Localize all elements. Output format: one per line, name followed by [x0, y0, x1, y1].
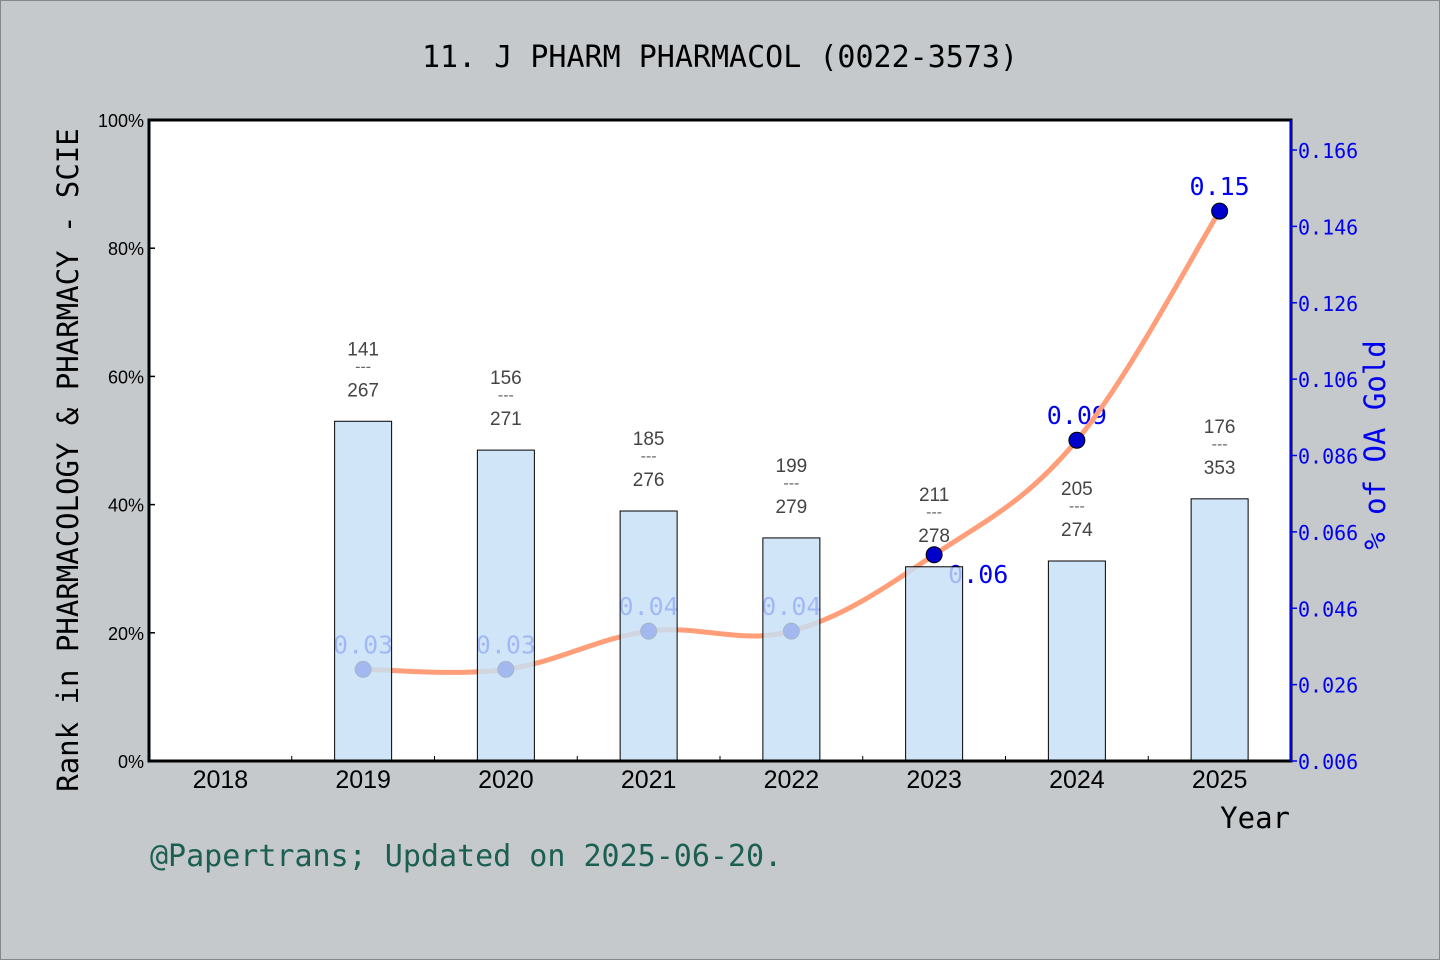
- right-tick-label: 0.046: [1298, 597, 1358, 621]
- oa-gold-point: [1068, 431, 1086, 449]
- x-tick-label: 2021: [621, 766, 677, 794]
- rank-label: 185: [633, 429, 665, 450]
- x-tick-label: 2022: [764, 766, 820, 794]
- total-label: 274: [1061, 520, 1093, 541]
- footer-credit: @Papertrans; Updated on 2025-06-20.: [150, 839, 782, 874]
- rank-bar: [619, 510, 678, 762]
- right-tick-label: 0.006: [1298, 750, 1358, 774]
- left-tick-label: 100%: [98, 111, 144, 131]
- oa-gold-point: [925, 546, 943, 564]
- rank-separator: ---: [783, 475, 799, 492]
- x-tick-label: 2019: [335, 766, 391, 794]
- left-tick-label: 20%: [108, 624, 144, 644]
- left-tick-label: 60%: [108, 367, 144, 387]
- total-label: 271: [490, 409, 522, 430]
- rank-bar: [476, 449, 535, 762]
- left-tick-label: 80%: [108, 239, 144, 259]
- rank-bar: [905, 566, 964, 762]
- rank-label: 176: [1204, 417, 1236, 438]
- rank-bar: [1190, 498, 1249, 762]
- x-tick-label: 2023: [906, 766, 962, 794]
- plot-area: [149, 120, 1291, 761]
- total-label: 353: [1204, 458, 1236, 479]
- rank-separator: ---: [641, 448, 657, 465]
- right-tick-label: 0.166: [1298, 139, 1358, 163]
- right-tick-label: 0.146: [1298, 215, 1358, 239]
- rank-separator: ---: [1212, 436, 1228, 453]
- chart-title: 11. J PHARM PHARMACOL (0022-3573): [422, 40, 1018, 75]
- total-label: 279: [776, 497, 808, 518]
- rank-separator: ---: [498, 387, 514, 404]
- right-tick-label: 0.026: [1298, 674, 1358, 698]
- x-tick-label: 2020: [478, 766, 534, 794]
- left-tick-label: 0%: [118, 752, 144, 772]
- oa-gold-value-label: 0.15: [1190, 172, 1250, 201]
- right-tick-label: 0.066: [1298, 521, 1358, 545]
- rank-label: 156: [490, 368, 522, 389]
- right-tick-label: 0.106: [1298, 368, 1358, 392]
- x-tick-label: 2018: [193, 766, 249, 794]
- right-axis-label: % of OA Gold: [1358, 340, 1392, 550]
- left-axis-label: Rank in PHARMACOLOGY & PHARMACY - SCIE: [51, 128, 85, 791]
- total-label: 276: [633, 470, 665, 491]
- left-tick-label: 40%: [108, 496, 144, 516]
- rank-bar: [762, 537, 821, 762]
- rank-label: 205: [1061, 479, 1093, 500]
- x-tick-label: 2024: [1049, 766, 1105, 794]
- rank-label: 141: [347, 339, 379, 360]
- rank-label: 211: [919, 485, 949, 506]
- rank-separator: ---: [355, 358, 371, 375]
- x-tick-label: 2025: [1192, 766, 1248, 794]
- rank-bar: [1047, 560, 1106, 762]
- total-label: 267: [347, 380, 379, 401]
- total-label: 278: [918, 526, 950, 547]
- oa-gold-point: [1211, 202, 1229, 220]
- right-tick-label: 0.086: [1298, 445, 1358, 469]
- x-axis-label: Year: [1220, 801, 1290, 835]
- rank-separator: ---: [1069, 498, 1085, 515]
- rank-label: 199: [776, 456, 808, 477]
- rank-separator: ---: [926, 504, 942, 521]
- right-tick-label: 0.126: [1298, 292, 1358, 316]
- rank-bar: [334, 420, 393, 762]
